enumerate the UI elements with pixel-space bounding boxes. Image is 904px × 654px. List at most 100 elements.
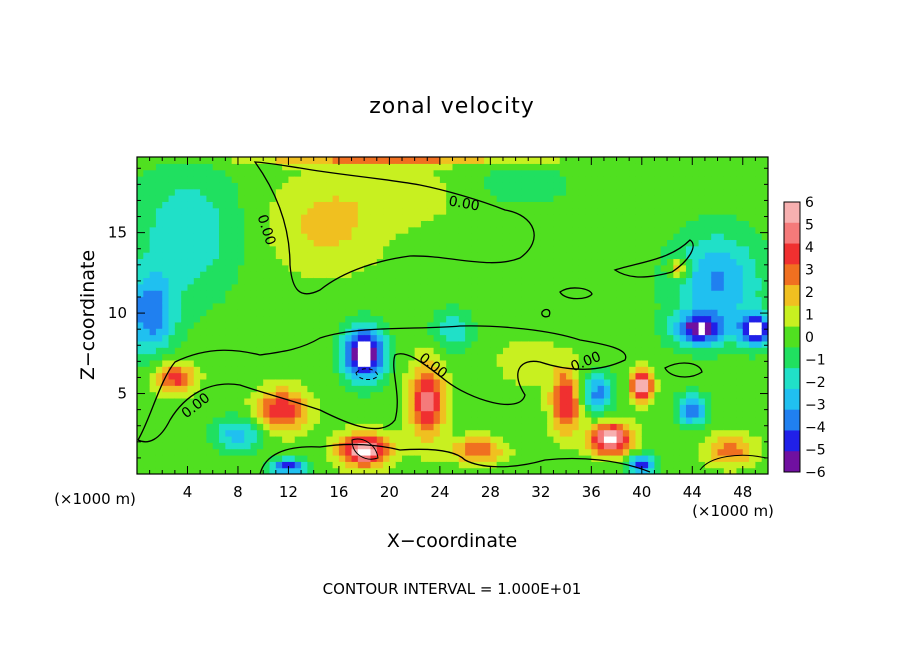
field-cell xyxy=(458,195,466,202)
field-cell xyxy=(420,169,428,177)
field-cell xyxy=(351,423,359,431)
field-cell xyxy=(749,423,756,431)
field-cell xyxy=(477,245,485,253)
field-cell xyxy=(370,359,378,367)
field-cell xyxy=(585,239,592,247)
field-cell xyxy=(477,429,485,437)
field-cell xyxy=(237,271,245,279)
field-cell xyxy=(149,182,157,190)
field-cell xyxy=(465,277,473,285)
field-cell xyxy=(641,226,649,234)
field-cell xyxy=(237,163,245,171)
field-cell xyxy=(654,176,662,183)
field-cell xyxy=(730,283,738,291)
field-cell xyxy=(616,391,624,399)
field-cell xyxy=(149,157,157,164)
field-cell xyxy=(319,233,327,241)
field-cell xyxy=(597,201,605,209)
field-cell xyxy=(288,340,296,348)
field-cell xyxy=(174,226,182,234)
field-cell xyxy=(256,309,264,317)
field-cell xyxy=(648,429,656,437)
field-cell xyxy=(149,233,157,241)
field-cell xyxy=(137,423,144,431)
field-cell xyxy=(521,467,529,474)
field-cell xyxy=(338,328,346,336)
field-cell xyxy=(509,359,517,367)
field-cell xyxy=(149,188,157,196)
field-cell xyxy=(181,271,189,279)
field-cell xyxy=(465,245,473,253)
field-cell xyxy=(256,391,264,399)
field-cell xyxy=(376,404,384,412)
field-cell xyxy=(673,302,681,310)
field-cell xyxy=(711,271,719,279)
field-cell xyxy=(326,397,334,405)
field-cell xyxy=(685,302,693,310)
field-cell xyxy=(484,334,491,342)
field-cell xyxy=(187,245,195,253)
field-cell xyxy=(635,442,643,450)
field-cell xyxy=(540,442,548,450)
field-cell xyxy=(231,391,239,399)
field-cell xyxy=(723,245,731,253)
field-cell xyxy=(250,442,258,450)
field-cell xyxy=(490,163,498,171)
field-cell xyxy=(307,435,315,443)
field-cell xyxy=(749,353,756,361)
field-cell xyxy=(509,410,517,418)
field-cell xyxy=(294,176,302,183)
field-cell xyxy=(269,340,277,348)
field-cell xyxy=(521,245,529,253)
field-cell xyxy=(540,385,548,393)
field-cell xyxy=(698,157,706,164)
field-cell xyxy=(667,309,674,317)
field-cell xyxy=(143,271,151,279)
field-cell xyxy=(414,366,422,374)
field-cell xyxy=(364,321,372,329)
field-cell xyxy=(212,188,220,196)
field-cell xyxy=(521,347,529,355)
field-cell xyxy=(149,283,157,291)
field-cell xyxy=(465,309,473,317)
field-cell xyxy=(137,397,144,405)
field-cell xyxy=(427,397,435,405)
field-cell xyxy=(509,353,517,361)
field-cell xyxy=(490,245,498,253)
field-cell xyxy=(477,233,485,241)
field-cell xyxy=(143,315,151,323)
field-cell xyxy=(622,347,630,355)
field-cell xyxy=(168,258,176,266)
field-cell xyxy=(225,309,233,317)
field-cell xyxy=(181,429,189,437)
field-cell xyxy=(174,467,182,474)
field-cell xyxy=(427,404,435,412)
field-cell xyxy=(263,283,271,291)
field-cell xyxy=(351,442,359,450)
field-cell xyxy=(704,328,712,336)
field-cell xyxy=(578,328,586,336)
field-cell xyxy=(641,347,649,355)
field-cell xyxy=(521,239,529,247)
field-cell xyxy=(338,461,346,469)
field-cell xyxy=(553,252,561,260)
field-cell xyxy=(679,366,687,374)
field-cell xyxy=(168,385,176,393)
field-cell xyxy=(471,182,479,190)
field-cell xyxy=(231,258,239,266)
field-cell xyxy=(187,397,195,405)
field-cell xyxy=(597,195,605,202)
field-cell xyxy=(484,423,491,431)
field-cell xyxy=(244,271,252,279)
field-cell xyxy=(717,271,725,279)
field-cell xyxy=(610,423,618,431)
field-cell xyxy=(597,169,605,177)
field-cell xyxy=(566,296,573,304)
field-cell xyxy=(282,283,290,291)
field-cell xyxy=(736,188,744,196)
field-cell xyxy=(376,157,384,164)
field-cell xyxy=(692,309,700,317)
field-cell xyxy=(231,435,239,443)
field-cell xyxy=(603,397,611,405)
field-cell xyxy=(736,296,744,304)
